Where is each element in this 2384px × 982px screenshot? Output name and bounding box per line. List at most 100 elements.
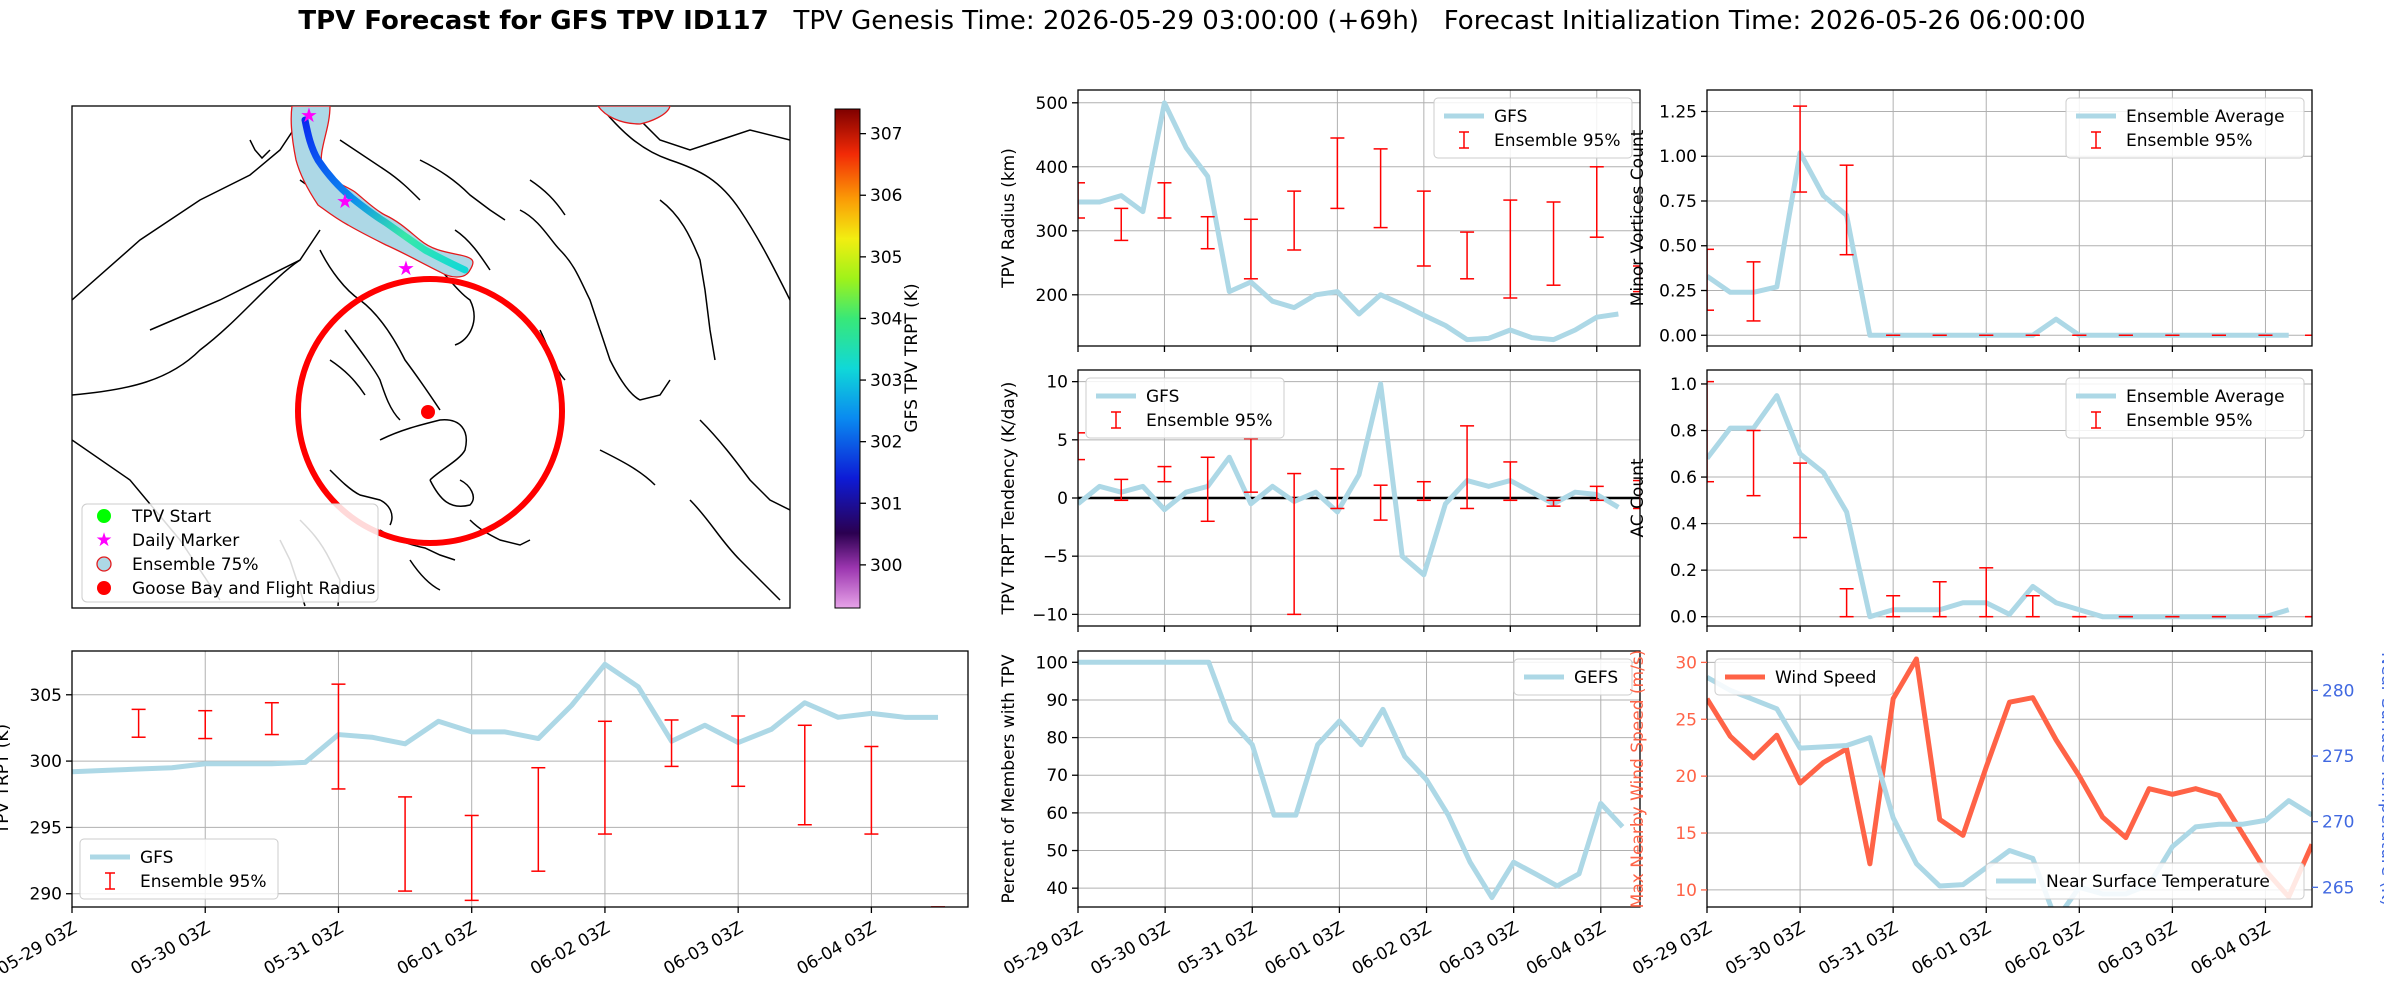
- flight-radius-circle: [295, 276, 565, 546]
- error-bar: [1243, 437, 1258, 493]
- legend-label: GFS: [140, 848, 173, 868]
- x-tick-label: 06-02 03Z: [527, 918, 613, 979]
- colorbar-tick-label: 307: [870, 125, 902, 145]
- error-bar: [1078, 432, 1085, 461]
- error-bar: [797, 724, 812, 826]
- chart-pct: 40 50 60 70 80 90 100 Percent of Members with T…: [999, 650, 1641, 979]
- figure-title: TPV Forecast for GFS TPV ID117 TPV Genes…: [0, 6, 2384, 36]
- legend-goose-label: Goose Bay and Flight Radius: [132, 579, 376, 599]
- y2-tick-label: 275: [2322, 747, 2354, 767]
- y-axis-label: Percent of Members with TPV: [999, 654, 1019, 903]
- legend-label: GEFS: [1574, 668, 1618, 688]
- y-tick-label: 100: [1036, 653, 1068, 673]
- plot-area: [1707, 105, 2312, 338]
- x-tick-label: 06-04 03Z: [794, 918, 880, 979]
- error-bar: [1114, 207, 1129, 242]
- plot-area: [1707, 380, 2312, 620]
- y-tick-label: 0.50: [1659, 237, 1697, 257]
- colorbar-tick-label: 303: [870, 371, 902, 391]
- error-bar: [1460, 231, 1475, 280]
- y-axis-label: Minor Vortices Count: [1628, 129, 1648, 306]
- colorbar-gradient: [834, 108, 861, 609]
- error-bar: [1330, 468, 1345, 510]
- error-bar: [731, 715, 746, 788]
- legend: GFS Ensemble 95%: [79, 838, 279, 900]
- y-tick-label: 15: [1675, 824, 1697, 844]
- axes-frame: [1077, 650, 1641, 908]
- legend-box: [1714, 658, 1894, 696]
- y-tick-label: 90: [1046, 691, 1068, 711]
- x-tick-label: 05-29 03Z: [0, 918, 81, 979]
- error-bar: [1886, 594, 1901, 618]
- y-tick-label: 0.8: [1670, 422, 1697, 442]
- y2-tick-label: 265: [2322, 878, 2354, 898]
- daily-marker-1: ★: [300, 103, 318, 127]
- error-bar: [1078, 182, 1085, 219]
- x-tick-label: 05-30 03Z: [1087, 918, 1173, 979]
- error-bar: [1633, 479, 1640, 510]
- colorbar: 300 301 302 303 304 305 306 307 GFS TPV TRPT (K…: [834, 108, 922, 609]
- legend-box: [1433, 97, 1633, 159]
- legend: GFS Ensemble 95%: [1433, 97, 1633, 159]
- legend-ensemble-label: Ensemble 75%: [132, 555, 259, 575]
- axes-frame: [1706, 89, 2313, 347]
- plot-area: [1078, 381, 1640, 616]
- error-bar: [1157, 465, 1172, 483]
- error-bar: [664, 719, 679, 768]
- y-axis-label: AC Count: [1628, 458, 1648, 537]
- y-tick-label: 0.0: [1670, 608, 1697, 628]
- y-axis-label: TPV Radius (km): [999, 148, 1019, 289]
- y-tick-label: 40: [1046, 879, 1068, 899]
- error-bar: [1839, 588, 1854, 618]
- error-bar: [1503, 461, 1518, 502]
- y-tick-label: 0.6: [1670, 468, 1697, 488]
- error-bar: [1793, 105, 1808, 193]
- legend-label: GFS: [1146, 387, 1179, 407]
- x-tick-label: 06-01 03Z: [1908, 918, 1994, 979]
- y-tick-label: 0.4: [1670, 515, 1697, 535]
- series-line: [1078, 100, 1619, 343]
- map-legend: TPV Start ★ Daily Marker Ensemble 75% Go…: [81, 503, 379, 603]
- colorbar-tick-label: 302: [870, 433, 902, 453]
- legend-label: Ensemble Average: [2126, 107, 2285, 127]
- y-tick-label: 200: [1036, 286, 1068, 306]
- y-axis-label: Max Nearby Wind Speed (m/s): [1628, 650, 1648, 909]
- legend-ensemble-icon: [96, 556, 112, 572]
- legend-label: Ensemble 95%: [1146, 411, 1273, 431]
- y-tick-label: 80: [1046, 729, 1068, 749]
- error-bar: [2025, 594, 2040, 618]
- map-panel: ★ ★ ★ TPV Start ★ Daily Marker Ensemble …: [71, 103, 922, 609]
- y-tick-label: 10: [1675, 881, 1697, 901]
- plot-area: [72, 661, 946, 907]
- error-bar: [1503, 199, 1518, 299]
- colorbar-label: GFS TPV TRPT (K): [902, 283, 922, 432]
- legend: Ensemble Average Ensemble 95%: [2065, 97, 2305, 159]
- error-bar: [1157, 182, 1172, 219]
- error-bar: [1373, 484, 1388, 521]
- legend-label: Near Surface Temperature: [2046, 872, 2270, 892]
- x-tick-label: 05-30 03Z: [127, 918, 213, 979]
- y2-tick-label: 280: [2322, 681, 2354, 701]
- error-bar: [1979, 567, 1994, 618]
- legend-box: [2065, 97, 2305, 159]
- error-bar: [1746, 261, 1761, 322]
- error-bar: [1793, 462, 1808, 539]
- error-bar: [131, 708, 146, 738]
- x-tick-label: 06-03 03Z: [660, 918, 746, 979]
- legend: GEFS: [1513, 658, 1633, 696]
- series-line-temperature: [1707, 675, 2312, 907]
- legend-daily-icon: ★: [95, 529, 112, 551]
- y-tick-label: 0: [1057, 489, 1068, 509]
- error-bar: [1546, 201, 1561, 286]
- figure-title-init: Forecast Initialization Time: 2026-05-26…: [1443, 6, 2086, 36]
- y-tick-label: 70: [1046, 766, 1068, 786]
- legend-label: GFS: [1494, 107, 1527, 127]
- series-line: [1078, 659, 1625, 901]
- y-tick-label: 60: [1046, 804, 1068, 824]
- error-bar: [1839, 164, 1854, 256]
- y-tick-label: 0.00: [1659, 326, 1697, 346]
- error-bar: [864, 745, 879, 835]
- y-tick-label: 0.25: [1659, 282, 1697, 302]
- legend-box: [2065, 377, 2305, 439]
